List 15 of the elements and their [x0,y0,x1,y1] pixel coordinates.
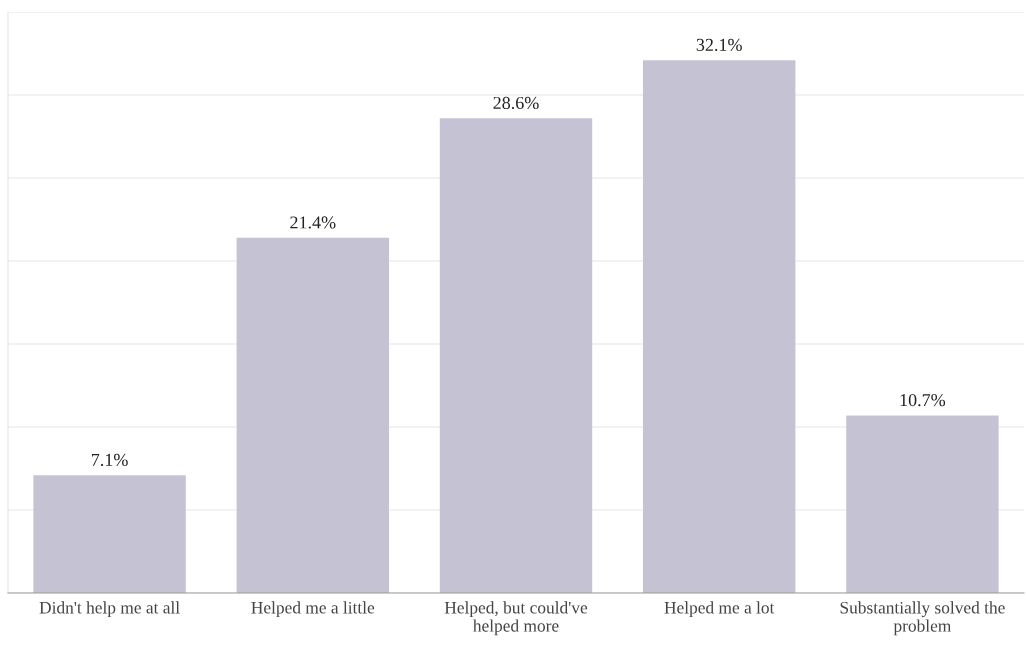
data-label: 10.7% [900,393,946,407]
data-label: 28.6% [493,96,539,110]
bar [33,475,186,593]
data-label: 21.4% [290,216,336,229]
x-tick-label: Helped, but could've helped more [444,601,588,636]
bar [643,60,796,593]
bar [439,118,593,593]
x-tick-label: Helped me a lot [664,601,775,618]
bar [846,415,999,593]
data-label: 7.1% [91,453,128,466]
x-tick-label: Substantially solved the problem [840,601,1005,636]
x-tick-label: Didn't help me at all [39,601,180,618]
data-label: 32.1% [696,38,742,51]
bar [236,237,389,593]
x-tick-label: Helped me a little [251,601,375,618]
